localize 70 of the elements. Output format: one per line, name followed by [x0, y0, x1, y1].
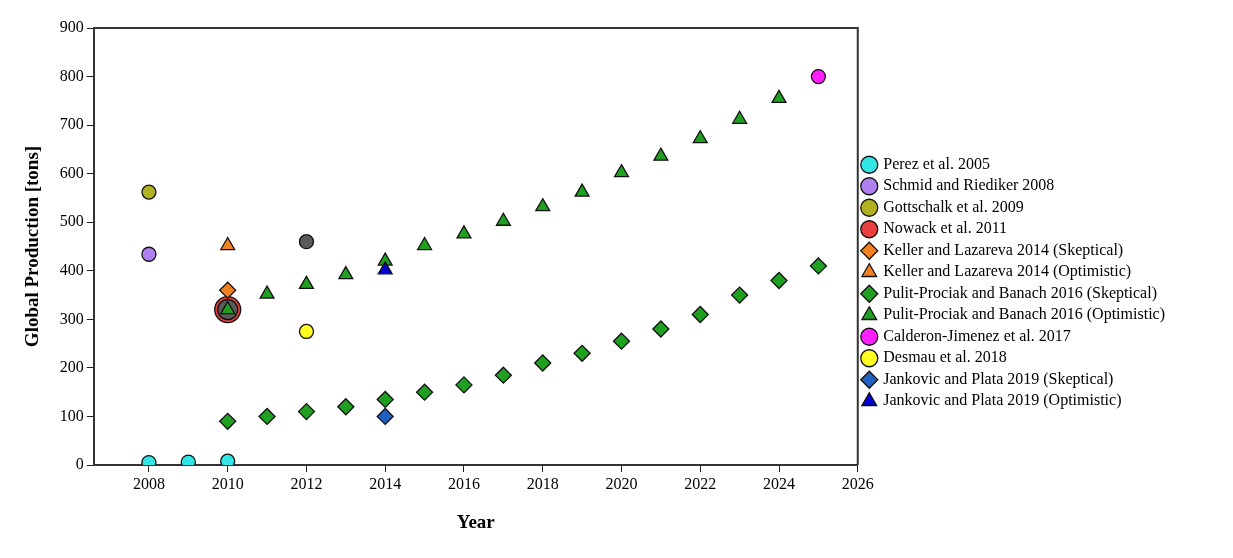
point [732, 110, 748, 124]
legend-label: Calderon-Jimenez et al. 2017 [883, 326, 1071, 344]
point [730, 286, 749, 304]
legend-label: Desmau et al. 2018 [883, 348, 1007, 366]
point [297, 402, 316, 421]
point [534, 354, 552, 372]
point [495, 212, 511, 226]
legend-label: Jankovic and Plata 2019 (Skeptical) [883, 369, 1114, 388]
legend-label: Pulit-Prociak and Banach 2016 (Optimistic) [883, 305, 1166, 324]
legend-label: Keller and Lazareva 2014 (Skeptical) [883, 240, 1124, 259]
y-tick-label: 900 [59, 18, 84, 36]
legend-label: Gottschalk et al. 2009 [883, 197, 1024, 215]
y-tick-label: 100 [59, 406, 84, 424]
y-axis-title: Global Production [tons] [21, 145, 43, 348]
y-tick-label: 200 [59, 358, 84, 376]
point [653, 147, 669, 161]
x-axis-title: Year [456, 510, 496, 532]
point [771, 89, 787, 104]
point [691, 305, 709, 324]
point [338, 266, 354, 280]
legend-label: Nowack et al. 2011 [883, 219, 1008, 237]
legend-label: Perez et al. 2005 [883, 154, 990, 172]
point [456, 225, 472, 239]
y-tick-label: 400 [59, 260, 84, 278]
x-tick-label: 2018 [526, 474, 559, 492]
point [377, 261, 393, 275]
point [692, 130, 708, 144]
legend-label: Schmid and Riediker 2008 [883, 176, 1055, 194]
point [258, 407, 276, 426]
x-tick-label: 2010 [211, 474, 244, 492]
x-tick-label: 2016 [447, 474, 480, 492]
point [220, 236, 236, 251]
point [494, 366, 512, 384]
x-tick-label: 2014 [369, 474, 402, 492]
point [612, 332, 631, 350]
point [574, 183, 590, 197]
point [652, 320, 670, 338]
point [573, 344, 591, 362]
x-tick-label: 2026 [841, 474, 874, 492]
x-tick-label: 2024 [763, 474, 796, 492]
x-tick-label: 2020 [605, 474, 638, 492]
point [417, 236, 433, 251]
y-tick-label: 500 [59, 212, 84, 230]
x-tick-label: 2022 [684, 474, 717, 492]
point [337, 398, 355, 416]
point [141, 184, 157, 200]
point [298, 323, 315, 340]
y-tick-label: 0 [75, 455, 84, 473]
point [259, 285, 275, 299]
point [219, 281, 237, 299]
point [613, 164, 630, 178]
y-tick-label: 700 [59, 115, 84, 133]
point [415, 383, 434, 401]
point [219, 412, 237, 430]
legend-label: Keller and Lazareva 2014 (Optimistic) [883, 262, 1132, 281]
legend-label: Pulit-Prociak and Banach 2016 (Skeptical) [883, 283, 1157, 302]
y-tick-label: 800 [59, 66, 84, 84]
y-tick-label: 300 [59, 309, 84, 327]
x-tick-label: 2012 [290, 474, 323, 492]
point [535, 198, 551, 212]
legend-label: Jankovic and Plata 2019 (Optimistic) [883, 391, 1122, 410]
x-tick-label: 2008 [132, 474, 165, 492]
point [141, 246, 157, 262]
point [298, 275, 315, 290]
point [455, 376, 473, 394]
point [770, 271, 788, 290]
y-tick-label: 600 [59, 163, 84, 181]
point [809, 257, 828, 275]
point [376, 407, 394, 426]
point [376, 390, 394, 409]
